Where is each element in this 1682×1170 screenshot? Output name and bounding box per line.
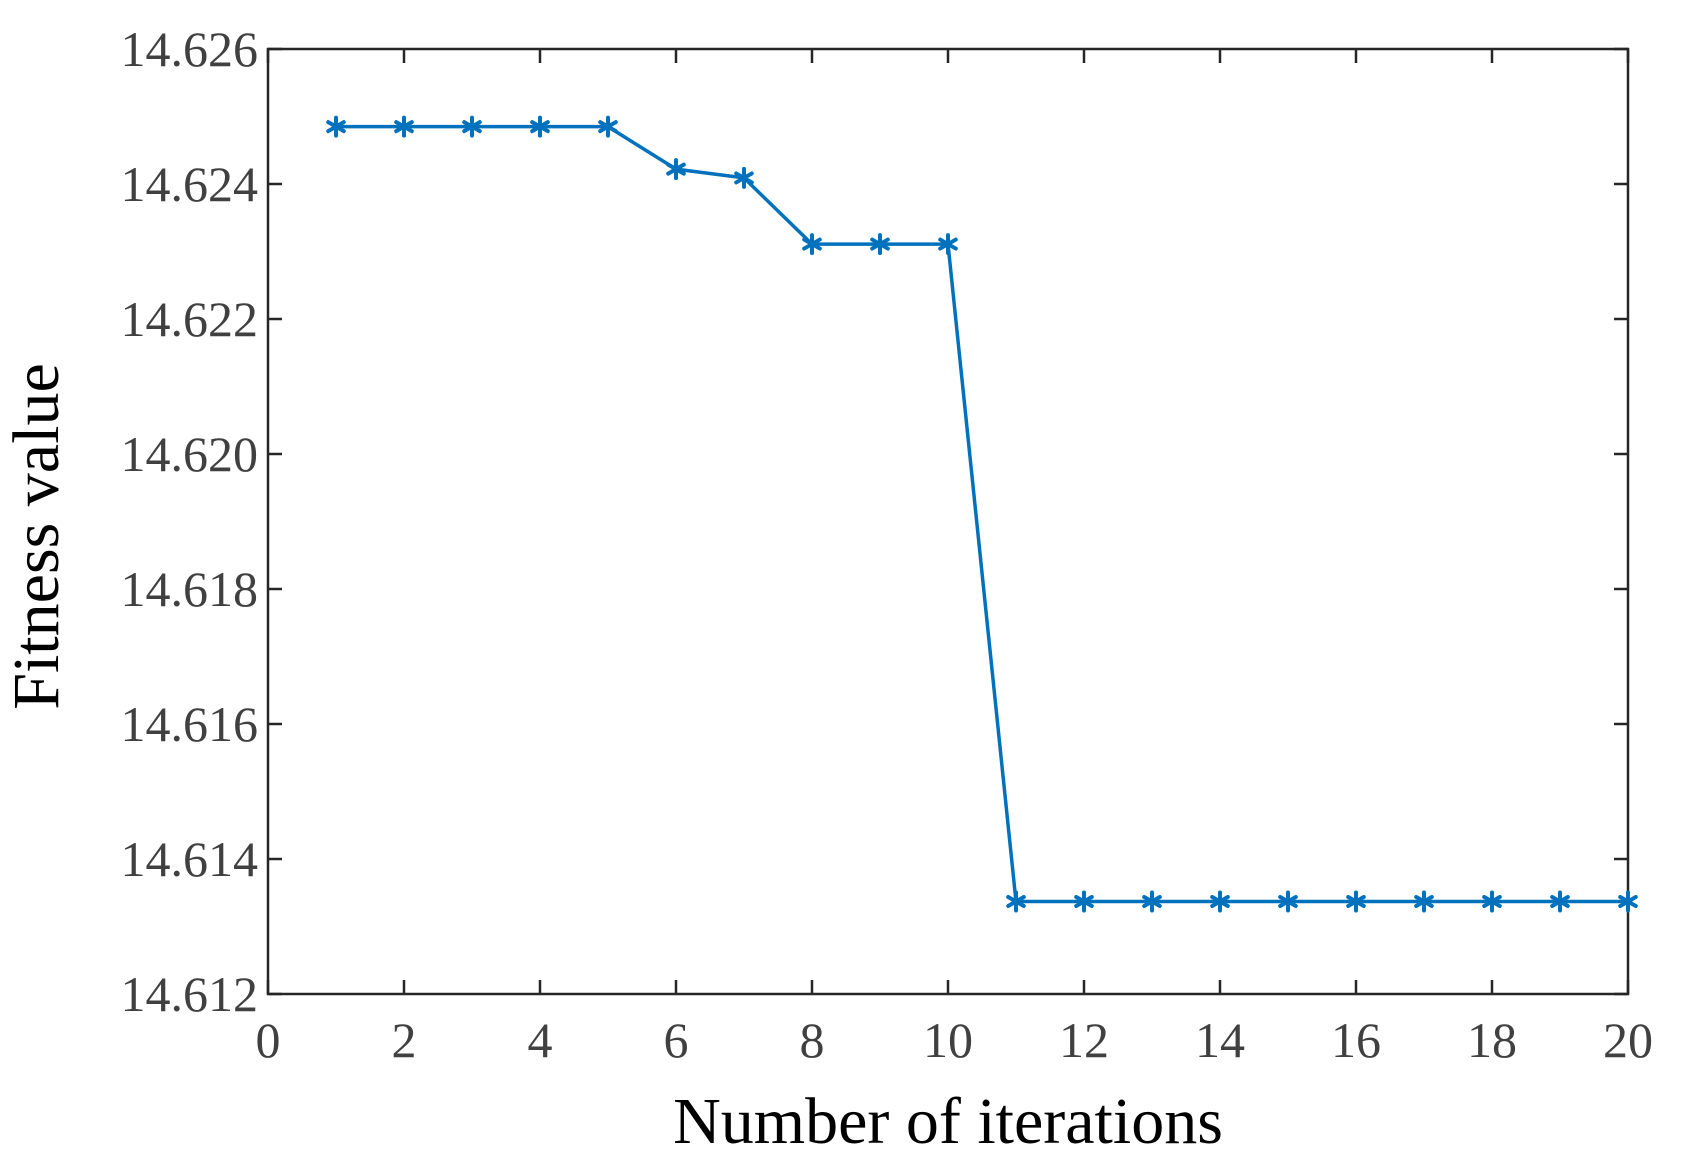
y-tick-label: 14.624 bbox=[121, 156, 259, 212]
x-tick-label: 12 bbox=[1059, 1012, 1109, 1068]
data-point-marker bbox=[530, 115, 550, 138]
data-point-marker bbox=[1550, 890, 1570, 913]
data-point-marker bbox=[870, 233, 890, 256]
data-point-marker bbox=[326, 115, 346, 138]
data-point-marker bbox=[462, 115, 482, 138]
data-point-marker bbox=[1346, 890, 1366, 913]
x-tick-label: 14 bbox=[1195, 1012, 1245, 1068]
data-point-marker bbox=[1210, 890, 1230, 913]
x-tick-label: 8 bbox=[800, 1012, 825, 1068]
y-tick-label: 14.618 bbox=[121, 561, 259, 617]
x-tick-label: 6 bbox=[664, 1012, 689, 1068]
data-point-marker bbox=[734, 166, 754, 189]
y-tick-label: 14.616 bbox=[121, 696, 259, 752]
series-layer bbox=[326, 115, 1638, 913]
x-tick-label: 2 bbox=[392, 1012, 417, 1068]
y-tick-label: 14.622 bbox=[121, 291, 259, 347]
x-tick-label: 10 bbox=[923, 1012, 973, 1068]
y-axis-title: Fitness value bbox=[0, 363, 73, 709]
x-tick-label: 16 bbox=[1331, 1012, 1381, 1068]
data-point-marker bbox=[938, 233, 958, 256]
data-point-marker bbox=[1482, 890, 1502, 913]
data-point-marker bbox=[1278, 890, 1298, 913]
data-point-marker bbox=[1142, 890, 1162, 913]
data-point-marker bbox=[1006, 890, 1026, 913]
x-tick-label: 18 bbox=[1467, 1012, 1517, 1068]
x-tick-label: 4 bbox=[528, 1012, 553, 1068]
y-tick-label: 14.620 bbox=[121, 426, 259, 482]
x-tick-label: 20 bbox=[1603, 1012, 1653, 1068]
data-point-marker bbox=[666, 158, 686, 181]
data-point-marker bbox=[598, 115, 618, 138]
y-tick-label: 14.626 bbox=[121, 21, 259, 77]
labels-layer: Number of iterations Fitness value bbox=[0, 363, 1223, 1158]
x-tick-label: 0 bbox=[256, 1012, 281, 1068]
data-point-marker bbox=[1414, 890, 1434, 913]
series-line bbox=[336, 124, 1628, 904]
plot-area-frame bbox=[266, 47, 1630, 996]
data-point-marker bbox=[394, 115, 414, 138]
data-point-marker bbox=[802, 233, 822, 256]
x-axis-title: Number of iterations bbox=[673, 1085, 1223, 1158]
data-point-marker bbox=[1618, 890, 1638, 913]
y-tick-label: 14.612 bbox=[121, 966, 259, 1022]
y-tick-label: 14.614 bbox=[121, 831, 259, 887]
axes: 0 2 4 6 8 10 12 14 16 18 20 14.612 14.614 14.616 14.61… bbox=[121, 21, 1654, 1068]
data-point-marker bbox=[1074, 890, 1094, 913]
